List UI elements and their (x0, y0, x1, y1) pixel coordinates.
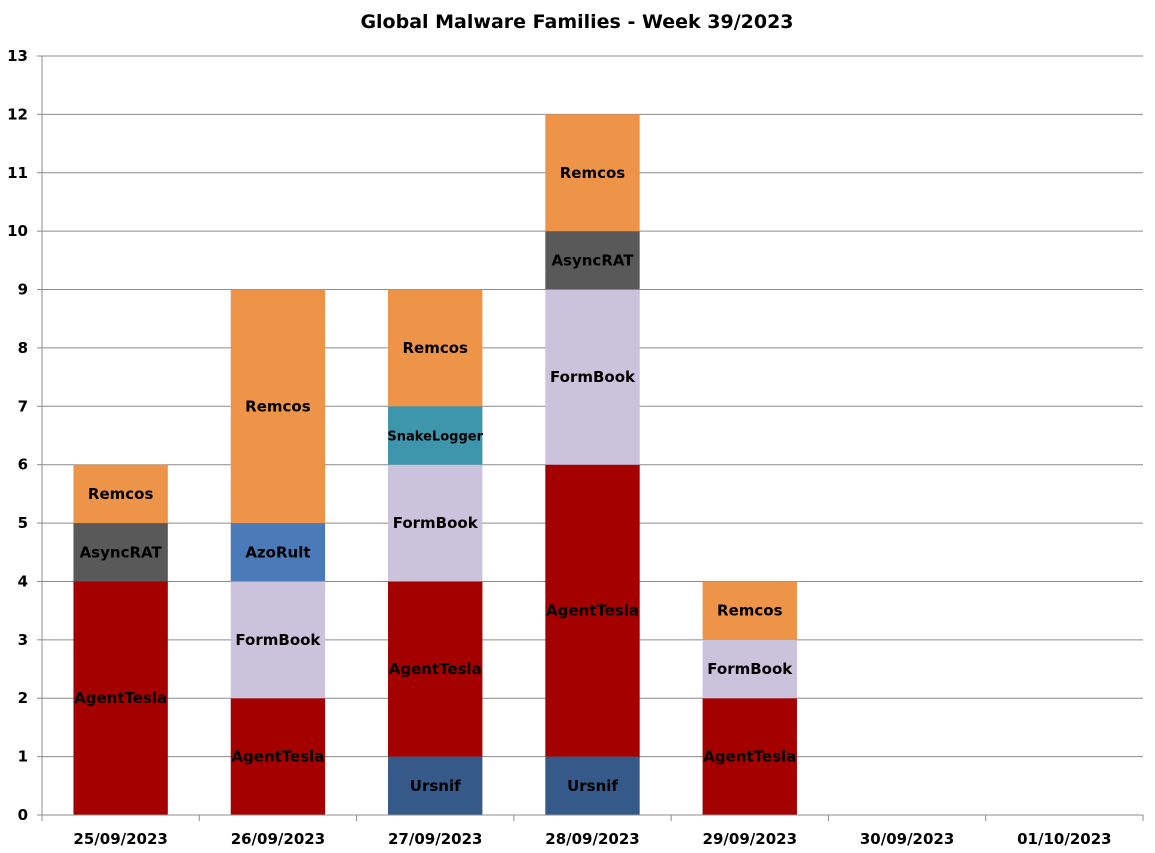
bar-segment-ursnif (545, 756, 640, 815)
bar-segment-snakelogger (388, 406, 483, 465)
y-tick-label: 8 (18, 339, 28, 357)
bar-segment-remcos (388, 289, 483, 407)
segment-label: AgentTesla (703, 748, 796, 766)
y-tick-label: 1 (18, 748, 28, 766)
bar-segment-remcos (230, 289, 326, 524)
y-tick-label: 11 (7, 164, 28, 182)
segment-label: Remcos (560, 164, 626, 182)
segment-label: AgentTesla (389, 660, 482, 678)
chart-title: Global Malware Families - Week 39/2023 (360, 11, 793, 33)
segment-label: AgentTesla (231, 748, 324, 766)
bar-segment-agenttesla (388, 581, 483, 757)
x-tick-label: 27/09/2023 (388, 830, 482, 848)
segment-label: Remcos (402, 339, 468, 357)
x-tick-label: 29/09/2023 (703, 830, 797, 848)
y-tick-label: 9 (18, 281, 28, 299)
segment-label: AzoRult (245, 543, 310, 561)
bar-segment-asyncrat (73, 523, 168, 582)
segment-label: AgentTesla (546, 602, 639, 620)
bar-segment-remcos (545, 114, 640, 232)
y-tick-label: 13 (7, 47, 28, 65)
y-tick-label: 7 (18, 397, 28, 415)
y-tick-label: 12 (7, 105, 28, 123)
x-tick-label: 01/10/2023 (1017, 830, 1111, 848)
x-tick-labels: 25/09/2023 26/09/2023 27/09/2023 28/09/2023… (73, 830, 1111, 848)
bar-segment-ursnif (388, 756, 483, 815)
y-tick-label: 3 (18, 631, 28, 649)
bar-segment-agenttesla (230, 698, 326, 815)
bar-segment-azorult (230, 523, 326, 582)
bar-segment-remcos (702, 581, 797, 640)
axes (37, 55, 1144, 821)
x-tick-label: 28/09/2023 (545, 830, 639, 848)
segment-label: Ursnif (567, 777, 618, 795)
x-tick-label: 26/09/2023 (231, 830, 325, 848)
y-tick-label: 5 (18, 514, 28, 532)
segment-label: AsyncRAT (80, 543, 163, 561)
y-tick-label: 0 (18, 806, 28, 824)
segment-label: FormBook (707, 660, 793, 678)
segment-label: Ursnif (410, 777, 461, 795)
segment-label: Remcos (88, 485, 154, 503)
segment-label: FormBook (393, 514, 479, 532)
x-tick-label: 30/09/2023 (860, 830, 954, 848)
bar-segment-formbook (388, 464, 483, 582)
y-tick-label: 4 (18, 572, 28, 590)
segment-label: FormBook (235, 631, 321, 649)
bar-segment-agenttesla (545, 464, 640, 757)
segment-label: Remcos (245, 397, 311, 415)
segment-label: Remcos (717, 602, 783, 620)
bar-segment-agenttesla (702, 698, 797, 815)
segment-label: FormBook (550, 368, 636, 386)
bar-segment-agenttesla (73, 581, 168, 815)
y-tick-label: 2 (18, 689, 28, 707)
bars: AgentTesla AsyncRAT Remcos AgentTesla FormBo… (73, 114, 797, 815)
bar-segment-remcos (73, 464, 168, 524)
segment-label: AgentTesla (74, 689, 167, 707)
segment-label: SnakeLogger (387, 430, 483, 445)
y-tick-label: 6 (18, 456, 28, 474)
bar-segment-asyncrat (545, 231, 640, 290)
bar-segment-formbook (702, 639, 797, 699)
bar-segment-formbook (230, 581, 326, 699)
y-tick-label: 10 (7, 222, 28, 240)
bar-segment-formbook (545, 289, 640, 465)
segment-label: AsyncRAT (551, 251, 634, 269)
x-tick-label: 25/09/2023 (73, 830, 167, 848)
